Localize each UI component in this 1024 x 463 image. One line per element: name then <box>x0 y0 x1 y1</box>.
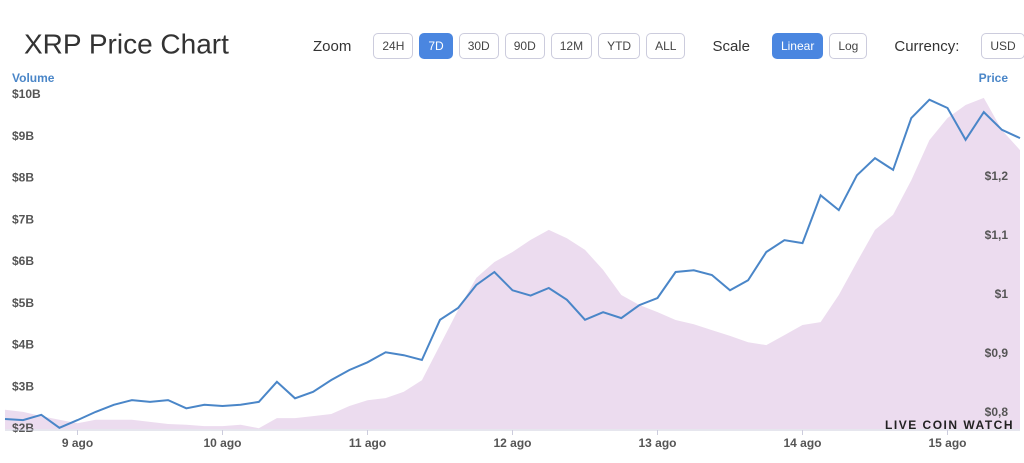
zoom-button[interactable]: 12M <box>550 33 593 59</box>
chart-title: XRP Price Chart <box>24 28 229 59</box>
zoom-group: Zoom 24H 7D 30D 90D 12M YTD ALL <box>313 33 691 59</box>
x-tick-label: 15 ago <box>928 436 966 450</box>
plot <box>4 97 1021 430</box>
x-tick-label: 9 ago <box>62 436 93 450</box>
x-tick-label: 11 ago <box>349 436 386 450</box>
y2-tick-label: $1 <box>995 287 1009 301</box>
y-tick-label: $7B <box>12 212 34 226</box>
y2-tick-label: $1,2 <box>985 169 1009 183</box>
watermark: LIVE COIN WATCH <box>885 418 1014 432</box>
scale-group: Scale Linear Log <box>712 33 873 59</box>
zoom-button[interactable]: ALL <box>646 33 686 59</box>
scale-label: Scale <box>712 37 750 55</box>
currency-label: Currency: <box>894 37 960 55</box>
zoom-button[interactable]: 30D <box>458 33 499 59</box>
y2-tick-label: $0,9 <box>985 346 1009 360</box>
zoom-label: Zoom <box>313 37 352 55</box>
x-tick-label: 12 ago <box>493 436 531 450</box>
price-line <box>4 98 1021 429</box>
zoom-button[interactable]: 24H <box>373 33 414 59</box>
scale-button[interactable]: Log <box>829 33 868 59</box>
y-tick-label: $5B <box>12 296 34 310</box>
y-tick-label: $3B <box>12 379 34 393</box>
y-tick-label: $4B <box>12 338 34 352</box>
x-tick-label: 14 ago <box>783 436 821 450</box>
controls: Zoom 24H 7D 30D 90D 12M YTD ALL Scale Linear Log Cu… <box>313 33 1024 59</box>
y-tick-label: $8B <box>12 171 34 185</box>
zoom-button[interactable]: 7D <box>419 33 453 59</box>
zoom-button[interactable]: YTD <box>598 33 641 59</box>
y-tick-label: $10B <box>12 87 41 101</box>
y2-tick-label: $1,1 <box>985 228 1009 242</box>
scale-button[interactable]: Linear <box>771 33 824 59</box>
currency-group: Currency: USD <box>894 33 1024 59</box>
x-tick-label: 13 ago <box>638 436 676 450</box>
y2-axis-label: Price <box>979 71 1009 85</box>
y-tick-label: $6B <box>12 254 34 268</box>
y-axis-label: Volume <box>12 71 55 85</box>
volume-area <box>5 97 1020 430</box>
currency-button[interactable]: USD <box>981 33 1024 59</box>
y-tick-label: $2B <box>12 421 34 435</box>
y2-tick-label: $0,8 <box>985 405 1009 419</box>
x-tick-label: 10 ago <box>203 436 241 450</box>
y-tick-label: $9B <box>12 129 34 143</box>
zoom-button[interactable]: 90D <box>504 33 545 59</box>
